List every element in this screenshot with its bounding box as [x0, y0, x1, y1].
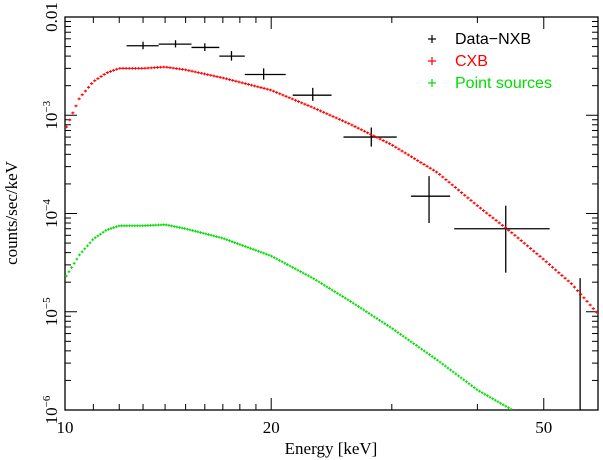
y-tick-base: 10 — [42, 211, 61, 228]
y-tick-base: 10 — [42, 407, 61, 424]
x-tick-label: 20 — [263, 418, 280, 437]
x-axis-title: Energy [keV] — [285, 439, 378, 458]
x-tick-label: 10 — [57, 418, 74, 437]
x-tick-label: 50 — [535, 418, 552, 437]
y-tick-label: 10−3 — [41, 100, 61, 129]
y-tick-exponent: −4 — [41, 199, 53, 211]
y-tick-base: 10 — [42, 309, 61, 326]
y-tick-label: 10−4 — [41, 199, 61, 228]
y-tick-label: 10−5 — [41, 297, 61, 326]
y-tick-exponent: −3 — [41, 100, 53, 112]
series-point-sources — [65, 223, 513, 410]
legend-label: CXB — [455, 53, 488, 70]
y-tick-label: 0.01 — [42, 2, 61, 32]
series-data-nxb — [126, 40, 582, 410]
y-axis-title: counts/sec/keV — [2, 160, 21, 265]
series-layer — [65, 40, 598, 410]
legend-label: Point sources — [455, 75, 552, 92]
legend: Data−NXB CXB Point sources — [428, 31, 552, 92]
y-tick-base: 10 — [42, 113, 61, 130]
series-cxb — [65, 65, 598, 314]
y-tick-exponent: −5 — [41, 297, 53, 309]
y-tick-base: 0.01 — [42, 2, 61, 32]
y-tick-label: 10−6 — [41, 395, 61, 424]
legend-label: Data−NXB — [455, 31, 531, 48]
y-tick-exponent: −6 — [41, 395, 53, 407]
